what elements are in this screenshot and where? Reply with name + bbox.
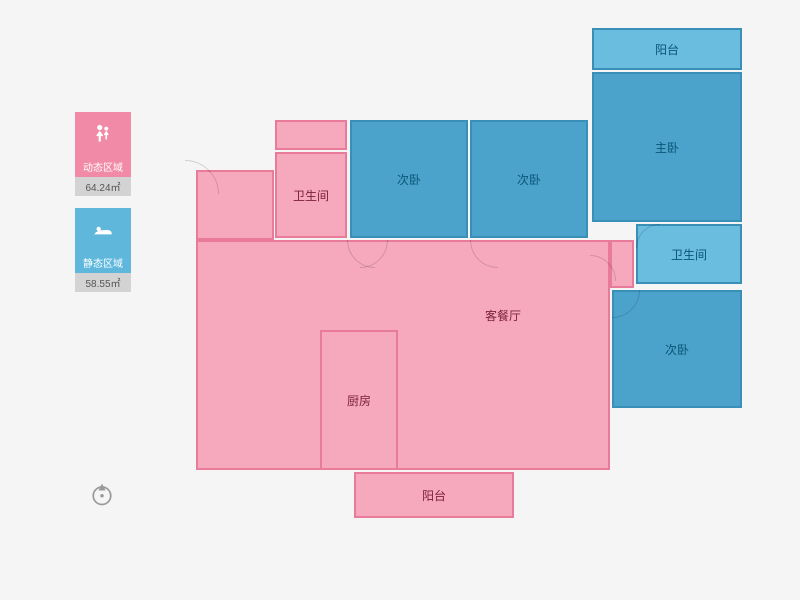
legend-static-title: 静态区域 <box>75 252 131 273</box>
room-master-bedroom: 主卧 <box>592 72 742 222</box>
room-living-strip <box>196 170 274 240</box>
room-corridor-top <box>275 120 347 150</box>
legend-static: 静态区域 58.55㎡ <box>75 208 131 292</box>
room-label: 次卧 <box>665 341 689 358</box>
room-balcony-bottom: 阳台 <box>354 472 514 518</box>
room-balcony-top: 阳台 <box>592 28 742 70</box>
room-label: 主卧 <box>655 139 679 156</box>
sleep-icon <box>75 208 131 252</box>
legend-dynamic: 动态区域 64.24㎡ <box>75 112 131 196</box>
room-bathroom-2: 卫生间 <box>636 224 742 284</box>
legend-dynamic-title: 动态区域 <box>75 156 131 177</box>
room-living-dining: 客餐厅 <box>196 240 610 470</box>
floorplan-canvas: 动态区域 64.24㎡ 静态区域 58.55㎡ 阳台主卧次卧次卧卫生间次卧卫生间… <box>0 0 800 600</box>
compass-icon <box>88 480 116 508</box>
room-label: 客餐厅 <box>485 307 521 324</box>
legend-static-value: 58.55㎡ <box>75 273 131 292</box>
room-label: 阳台 <box>422 487 446 504</box>
room-bedroom-3: 次卧 <box>470 120 588 238</box>
room-bedroom-4: 次卧 <box>612 290 742 408</box>
room-label: 阳台 <box>655 41 679 58</box>
room-bedroom-2: 次卧 <box>350 120 468 238</box>
legend-dynamic-value: 64.24㎡ <box>75 177 131 196</box>
room-label: 次卧 <box>397 171 421 188</box>
people-icon <box>75 112 131 156</box>
room-label: 厨房 <box>347 392 371 409</box>
room-label: 卫生间 <box>671 246 707 263</box>
room-kitchen: 厨房 <box>320 330 398 470</box>
room-label: 卫生间 <box>293 187 329 204</box>
room-living-strip2 <box>610 240 634 288</box>
room-label: 次卧 <box>517 171 541 188</box>
room-bathroom-1: 卫生间 <box>275 152 347 238</box>
